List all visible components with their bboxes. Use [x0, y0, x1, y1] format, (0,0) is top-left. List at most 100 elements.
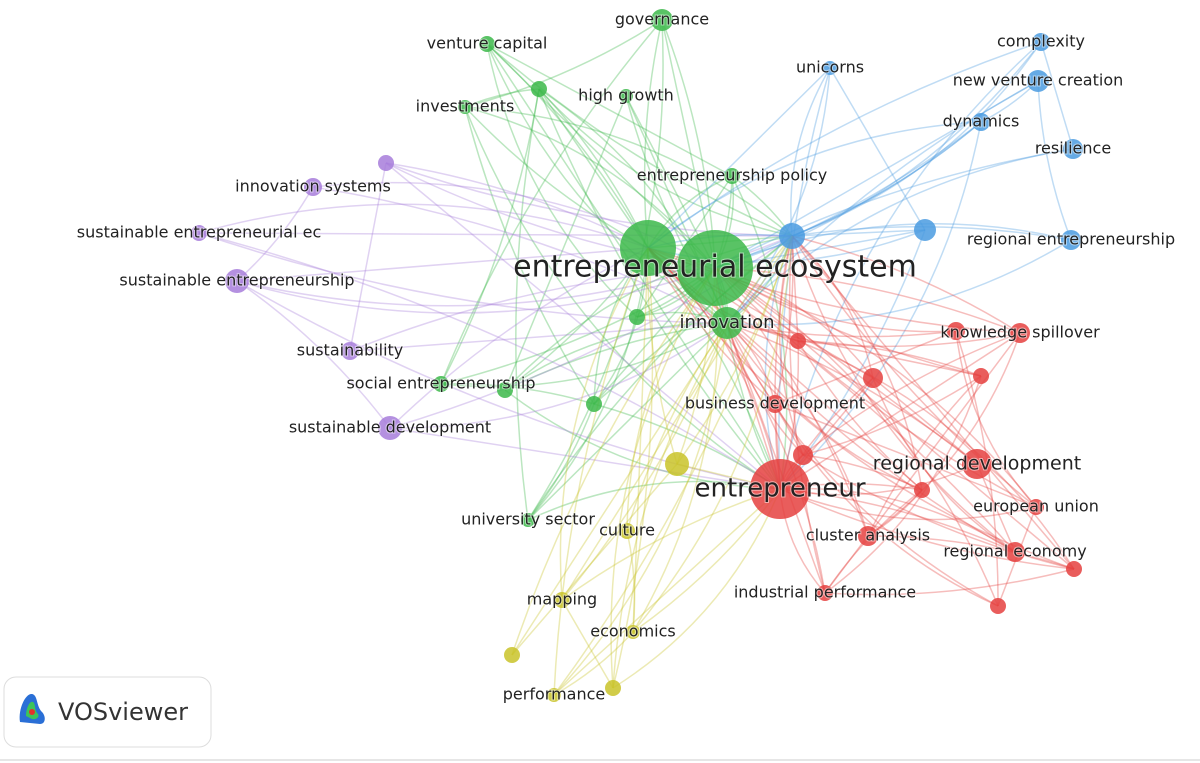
- edge: [726, 322, 1016, 553]
- edge: [561, 488, 781, 601]
- edge: [647, 247, 781, 490]
- node-label: entrepreneur: [694, 474, 865, 504]
- edge: [236, 267, 716, 314]
- edge: [791, 235, 874, 379]
- node-label: regional economy: [943, 542, 1086, 561]
- node-label: entrepreneurial ecosystem: [513, 250, 917, 285]
- edge: [802, 375, 982, 456]
- edge: [779, 332, 1021, 490]
- node: [521, 513, 535, 527]
- edge: [440, 322, 728, 388]
- edge: [1040, 41, 1074, 150]
- node-label: entrepreneurship policy: [637, 166, 828, 185]
- edge: [714, 267, 1037, 508]
- node: [1027, 70, 1049, 92]
- edge: [626, 530, 636, 633]
- edge: [349, 267, 716, 352]
- edge: [726, 322, 999, 607]
- edge: [312, 186, 728, 324]
- node: [858, 526, 878, 546]
- logo-box[interactable]: [3, 676, 212, 748]
- edge: [791, 41, 1042, 237]
- node: [677, 230, 753, 306]
- node: [1005, 542, 1025, 562]
- edge: [802, 454, 923, 491]
- edge: [726, 322, 957, 338]
- node-label: sustainability: [297, 341, 404, 360]
- edge: [714, 267, 869, 537]
- edge: [632, 488, 781, 633]
- node-label: knowledge spillover: [940, 323, 1100, 342]
- edge: [486, 43, 793, 237]
- node-label: sustainable entrepreneurial ec: [77, 223, 322, 242]
- edge: [486, 43, 649, 249]
- edge: [486, 43, 733, 177]
- node-label: industrial performance: [734, 583, 916, 602]
- node: [766, 395, 784, 413]
- edge: [714, 121, 982, 269]
- edge: [464, 19, 663, 108]
- edge: [464, 106, 649, 249]
- edge: [726, 239, 1072, 326]
- node: [605, 680, 621, 696]
- edge: [440, 267, 716, 385]
- edge: [538, 88, 793, 237]
- logo-text: VOSviewer: [58, 698, 188, 726]
- edge: [632, 235, 793, 633]
- logo[interactable]: VOSviewer: [3, 676, 212, 748]
- edge: [440, 88, 540, 385]
- node: [914, 219, 936, 241]
- edge: [797, 340, 982, 377]
- edge: [791, 235, 923, 491]
- node-label: innovation: [680, 312, 775, 333]
- edge: [726, 67, 831, 324]
- edge: [714, 267, 1021, 334]
- edge: [440, 383, 595, 405]
- edge: [764, 235, 793, 490]
- edge: [791, 235, 1075, 570]
- edge: [647, 247, 804, 456]
- edge: [198, 232, 781, 490]
- edge: [504, 235, 793, 391]
- node: [341, 342, 359, 360]
- node-label: university sector: [461, 510, 595, 529]
- edge: [726, 322, 923, 491]
- node: [651, 9, 673, 31]
- edge: [553, 488, 781, 696]
- node-label: governance: [615, 10, 709, 29]
- edge: [626, 322, 728, 532]
- edge: [553, 247, 649, 696]
- node: [547, 688, 561, 702]
- edge: [440, 19, 663, 385]
- edge: [515, 88, 540, 521]
- edge: [714, 41, 1042, 269]
- node: [823, 61, 837, 75]
- edge: [511, 267, 716, 656]
- edge: [779, 487, 1016, 553]
- edge: [527, 322, 728, 521]
- edge: [790, 67, 831, 237]
- edge: [486, 43, 638, 318]
- edge: [1037, 80, 1072, 241]
- node-label: regional development: [873, 453, 1081, 475]
- edge: [561, 235, 793, 601]
- node-label: economics: [590, 622, 676, 641]
- node: [1028, 499, 1044, 515]
- edge: [797, 340, 1075, 570]
- node: [554, 592, 570, 608]
- node: [304, 178, 322, 196]
- node: [619, 523, 635, 539]
- node: [629, 309, 645, 325]
- edge: [788, 235, 826, 594]
- node-label: new venture creation: [953, 71, 1124, 90]
- edge: [553, 322, 728, 696]
- node-label: sustainable entrepreneurship: [119, 271, 354, 290]
- edge: [726, 322, 978, 465]
- node: [863, 368, 883, 388]
- edge: [726, 80, 1039, 324]
- edge: [236, 280, 391, 429]
- edge: [486, 43, 728, 324]
- node-label: business development: [685, 394, 865, 413]
- edge: [553, 235, 793, 696]
- node-label: culture: [599, 521, 655, 540]
